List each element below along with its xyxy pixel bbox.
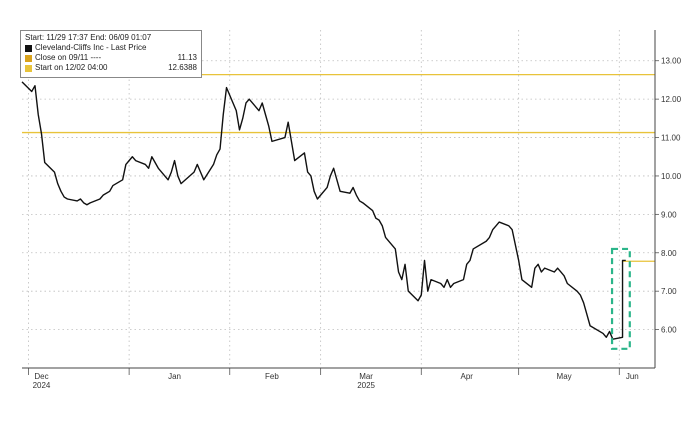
x-tick-label: Jun: [626, 372, 639, 381]
y-tick-label: 13.00: [661, 57, 682, 66]
legend-value-start-ref: 12.6388: [168, 63, 197, 72]
highlight-box: [610, 247, 631, 350]
legend-item-close-ref: Close on 09/11 ---- 11.13: [25, 53, 197, 63]
highlight-layer: [610, 247, 631, 350]
x-tick-label: Dec: [34, 372, 48, 381]
series-layer: [21, 81, 626, 340]
gridlines-layer: [22, 30, 655, 368]
legend-swatch-close-ref: [25, 54, 32, 62]
x-tick-label: Feb: [265, 372, 279, 381]
y-tick-label: 10.00: [661, 172, 682, 181]
x-tick-label: Mar: [359, 372, 373, 381]
reference-lines-layer: [22, 73, 655, 262]
x-tick-sublabel: 2024: [33, 381, 51, 390]
y-tick-label: 7.00: [661, 287, 677, 296]
legend-label-close-ref: Close on 09/11 ----: [35, 53, 102, 62]
legend-item-start-ref: Start on 12/02 04:00 12.6388: [25, 63, 197, 73]
y-tick-label: 6.00: [661, 326, 677, 335]
y-tick-label: 11.00: [661, 134, 681, 143]
legend-label-price: Cleveland-Cliffs Inc - Last Price: [35, 43, 147, 52]
x-tick-sublabel: 2025: [357, 381, 375, 390]
y-axis-labels: 6.00 7.00 8.00 9.00 10.00 11.00 12.00 13.00: [661, 57, 682, 335]
x-tick-label: Apr: [460, 372, 473, 381]
legend-value-close-ref: 11.13: [177, 53, 197, 62]
axes-layer: [22, 30, 659, 375]
legend-item-price: Cleveland-Cliffs Inc - Last Price: [25, 43, 197, 53]
price-line: [21, 81, 626, 340]
chart-legend: Start: 11/29 17:37 End: 06/09 01:07 Clev…: [20, 30, 202, 78]
legend-swatch-price: [25, 44, 32, 52]
x-tick-label: Jan: [168, 372, 181, 381]
legend-label-start-ref: Start on 12/02 04:00: [35, 63, 108, 72]
y-tick-label: 12.00: [661, 95, 682, 104]
y-tick-label: 9.00: [661, 210, 677, 219]
legend-swatch-start-ref: [25, 64, 32, 72]
legend-header: Start: 11/29 17:37 End: 06/09 01:07: [25, 33, 152, 42]
x-tick-label: May: [557, 372, 572, 381]
y-tick-label: 8.00: [661, 249, 677, 258]
